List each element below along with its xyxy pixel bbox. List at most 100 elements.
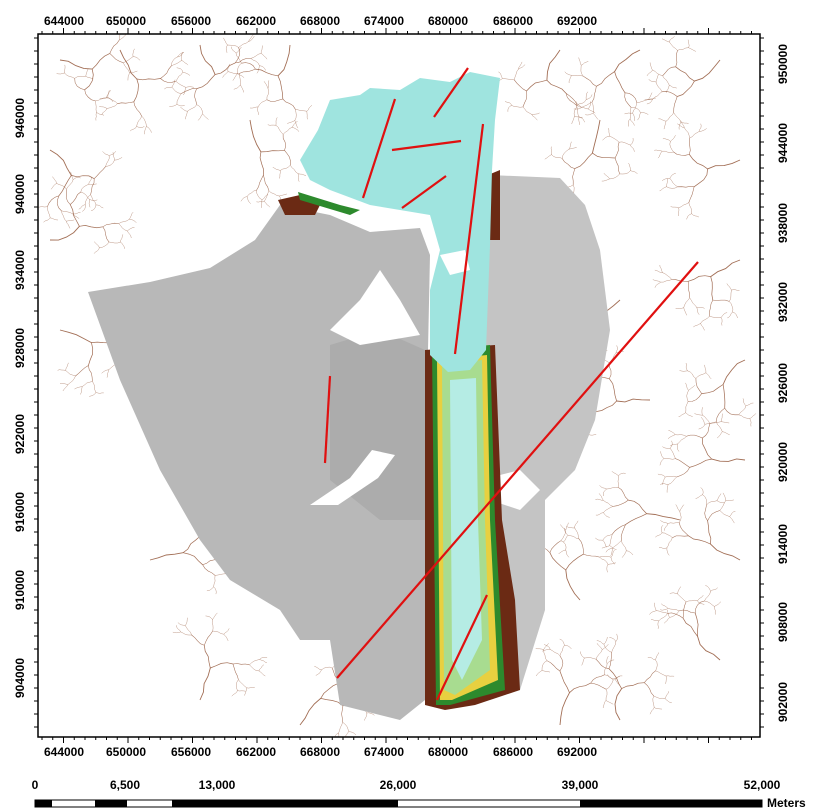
stream-segment: [749, 413, 757, 419]
stream-segment: [212, 630, 224, 635]
stream-segment: [238, 679, 247, 688]
stream-segment: [183, 552, 203, 566]
stream-segment: [232, 663, 250, 666]
y-tick-label-right: 902000: [776, 682, 790, 722]
stream-segment: [264, 190, 270, 202]
stream-segment: [277, 44, 291, 77]
x-tick-label-top: 662000: [236, 14, 276, 28]
stream-segment: [659, 264, 663, 273]
stream-segment: [181, 88, 197, 94]
stream-segment: [56, 72, 65, 75]
stream-segment: [31, 201, 36, 207]
stream-segment: [598, 493, 604, 501]
stream-segment: [175, 81, 186, 88]
stream-segment: [647, 92, 653, 100]
stream-segment: [695, 494, 703, 499]
stream-segment: [575, 101, 582, 108]
scale-bar-segment: [580, 800, 762, 807]
stream-segment: [700, 416, 706, 425]
stream-segment: [258, 664, 265, 671]
stream-segment: [171, 79, 176, 88]
stream-segment: [693, 168, 708, 188]
stream-segment: [729, 516, 735, 524]
stream-segment: [628, 118, 631, 127]
stream-segment: [603, 172, 610, 180]
stream-segment: [149, 552, 184, 561]
stream-segment: [91, 53, 110, 70]
stream-segment: [127, 230, 132, 239]
stream-segment: [199, 667, 211, 701]
stream-segment: [702, 423, 711, 439]
stream-segment: [511, 105, 524, 108]
stream-segment: [70, 171, 74, 180]
stream-segment: [112, 152, 115, 161]
stream-segment: [666, 484, 669, 493]
y-tick-label-right: 914000: [776, 524, 790, 564]
stream-segment: [338, 722, 343, 734]
stream-segment: [588, 434, 597, 436]
stream-segment: [667, 522, 680, 524]
fault-line-2: [433, 67, 469, 118]
x-tick-label-top: 656000: [171, 14, 211, 28]
stream-segment: [606, 564, 609, 573]
stream-segment: [581, 657, 585, 666]
stream-segment: [607, 674, 614, 681]
stream-segment: [568, 141, 572, 150]
stream-segment: [59, 329, 92, 343]
stream-segment: [578, 538, 584, 555]
stream-segment: [237, 690, 246, 692]
stream-segment: [648, 97, 656, 100]
stream-segment: [710, 276, 714, 301]
stream-segment: [709, 316, 722, 318]
stream-segment: [721, 421, 730, 424]
stream-segment: [237, 73, 245, 78]
stream-segment: [609, 378, 617, 402]
stream-segment: [716, 493, 722, 501]
stream-segment: [677, 436, 687, 445]
stream-segment: [619, 170, 631, 175]
stream-segment: [109, 151, 116, 156]
stream-segment: [514, 79, 527, 92]
stream-segment: [679, 370, 688, 372]
stream-segment: [614, 157, 620, 174]
stream-segment: [742, 398, 747, 406]
stream-segment: [118, 219, 130, 224]
stream-segment: [250, 53, 262, 59]
stream-segment: [50, 183, 57, 190]
stream-segment: [62, 384, 69, 392]
stream-segment: [366, 712, 375, 716]
stream-segment: [133, 101, 142, 117]
stream-segment: [299, 698, 321, 726]
stream-segment: [67, 375, 76, 385]
stream-segment: [710, 259, 741, 277]
stream-segment: [564, 645, 572, 650]
stream-segment: [585, 113, 594, 116]
stream-segment: [724, 408, 739, 416]
stream-segment: [69, 204, 80, 227]
stream-segment: [656, 610, 668, 614]
stream-segment: [614, 678, 621, 686]
stream-segment: [657, 473, 666, 478]
stream-segment: [702, 415, 710, 424]
stream-segment: [282, 134, 286, 151]
stream-segment: [677, 593, 687, 602]
stream-segment: [227, 44, 239, 48]
stream-segment: [338, 733, 340, 737]
stream-segment: [298, 173, 307, 176]
stream-segment: [693, 323, 701, 328]
stream-segment: [720, 312, 728, 318]
stream-segment: [123, 62, 130, 73]
stream-segment: [294, 109, 297, 121]
stream-segment: [665, 675, 667, 684]
x-tick-label-top: 692000: [557, 14, 597, 28]
stream-segment: [685, 382, 689, 391]
stream-segment: [595, 659, 610, 669]
stream-segment: [91, 204, 97, 211]
stream-segment: [655, 652, 659, 660]
stream-segment: [106, 97, 114, 103]
stream-segment: [507, 105, 512, 112]
stream-segment: [722, 492, 726, 501]
stream-segment: [56, 183, 67, 190]
stream-segment: [546, 79, 567, 94]
stream-segment: [665, 476, 677, 478]
